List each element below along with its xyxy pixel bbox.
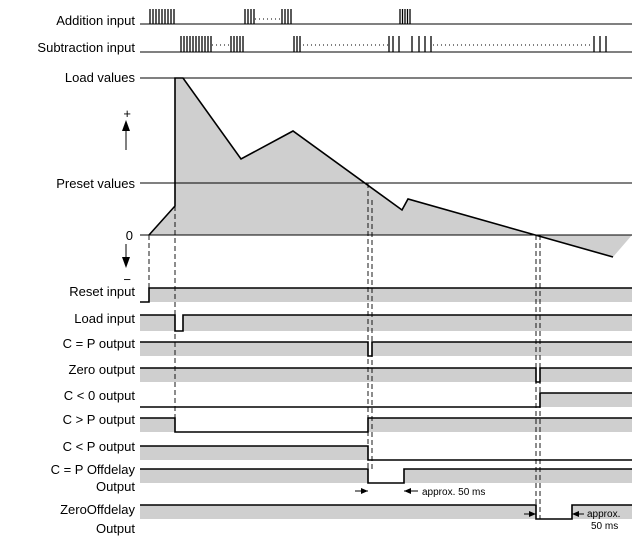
zero-offdelay-label-1: ZeroOffdelay (60, 502, 135, 517)
zero-offdelay-label-2: Output (96, 521, 135, 536)
c-lt-p-output-label: C < P output (63, 439, 136, 454)
subtraction-input-label: Subtraction input (37, 40, 135, 55)
c-eq-p-offdelay-output-signal (140, 468, 632, 484)
delay-label-2b: 50 ms (591, 521, 618, 532)
c-eq-p-output-signal (140, 341, 632, 357)
c-eq-p-offdelay-label-1: C = P Offdelay (51, 462, 136, 477)
minus-sign: − (123, 272, 131, 287)
plus-sign: + (123, 106, 131, 121)
count-area-positive (149, 78, 537, 235)
c-lt-0-output-label: C < 0 output (64, 388, 136, 403)
load-values-label: Load values (65, 70, 136, 85)
c-eq-p-output-label: C = P output (63, 336, 136, 351)
preset-values-label: Preset values (56, 176, 135, 191)
reset-input-signal (140, 287, 632, 303)
zero-offdelay-output-signal (140, 504, 632, 520)
delay-label-1: approx. 50 ms (422, 487, 485, 498)
subtraction-input-signal (140, 36, 632, 53)
zero-output-signal (140, 367, 632, 383)
c-eq-p-offdelay-label-2: Output (96, 479, 135, 494)
up-arrow-icon (122, 120, 130, 131)
delay-annotation-1: approx. 50 ms (355, 487, 485, 498)
count-value-curve (148, 77, 614, 258)
addition-input-signal (140, 9, 632, 25)
c-gt-p-output-label: C > P output (63, 412, 136, 427)
reference-dashed-lines (148, 183, 541, 519)
counter-value-graph (122, 77, 632, 268)
zero-mark-label: 0 (126, 228, 133, 243)
addition-input-label: Addition input (56, 13, 135, 28)
c-gt-p-output-signal (140, 417, 632, 433)
load-input-signal (140, 314, 632, 332)
delay-label-2a: approx. (587, 509, 620, 520)
load-input-label: Load input (74, 311, 135, 326)
down-arrow-icon (122, 257, 130, 268)
zero-output-label: Zero output (69, 362, 136, 377)
count-area-negative (537, 235, 632, 257)
c-lt-0-output-signal (140, 392, 632, 408)
delay-annotation-2: approx. 50 ms (524, 509, 620, 532)
row-labels: Addition input Subtraction input Load va… (37, 13, 135, 536)
c-lt-p-output-signal (140, 445, 632, 461)
reset-input-label: Reset input (69, 284, 135, 299)
